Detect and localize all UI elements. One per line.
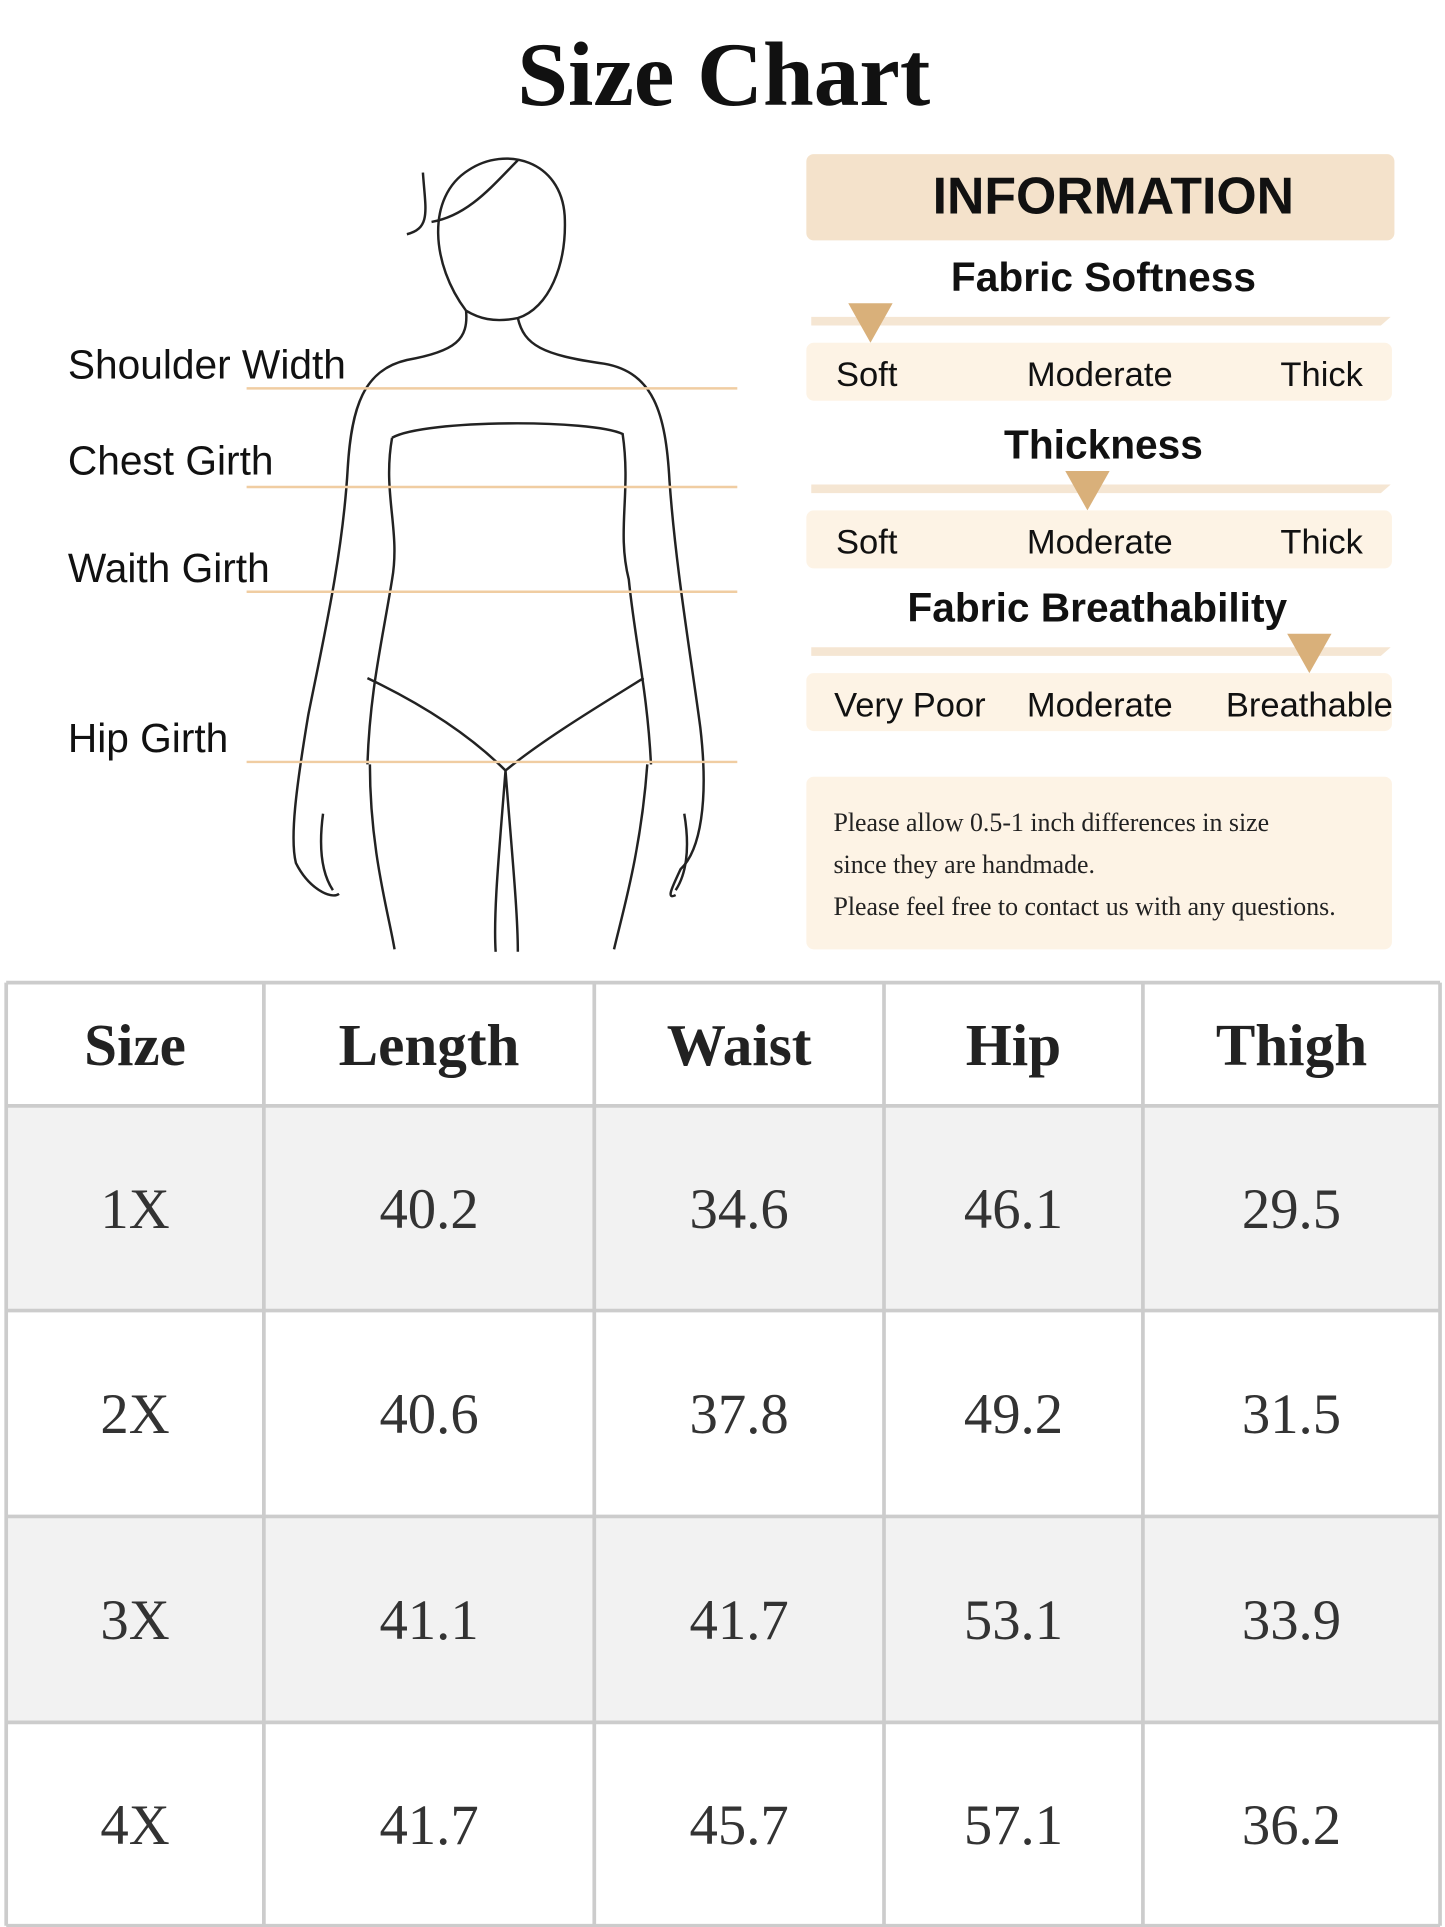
table-cell: 33.9 xyxy=(1242,1589,1341,1652)
table-cell: 46.1 xyxy=(964,1178,1063,1241)
column-header: Hip xyxy=(966,1012,1061,1078)
measure-label: Shoulder Width xyxy=(68,341,346,387)
table-cell: 41.1 xyxy=(379,1589,478,1652)
scale-title: Fabric Breathability xyxy=(907,584,1287,630)
table-cell: 31.5 xyxy=(1242,1383,1341,1446)
table-cell: 45.7 xyxy=(690,1794,789,1857)
body-figure xyxy=(292,157,705,952)
table-cell: 40.2 xyxy=(379,1178,478,1241)
table-cell: 36.2 xyxy=(1242,1794,1341,1857)
scale-label: Thick xyxy=(1280,356,1363,394)
info-header xyxy=(806,154,1395,241)
note-line: Please allow 0.5-1 inch differences in s… xyxy=(833,808,1269,837)
table-cell: 2X xyxy=(100,1383,169,1446)
scale-row xyxy=(806,342,1392,401)
scale-title: Thickness xyxy=(1004,422,1203,468)
table-cell: 37.8 xyxy=(690,1383,789,1446)
column-header: Size xyxy=(84,1012,186,1078)
title: Size Chart xyxy=(517,24,930,125)
note-line: since they are handmade. xyxy=(833,850,1095,879)
scale-marker xyxy=(1065,470,1110,511)
scale-label: Moderate xyxy=(1027,686,1173,724)
measure-label: Hip Girth xyxy=(68,715,228,761)
scale-label: Very Poor xyxy=(834,686,986,724)
scale-bar xyxy=(811,484,1391,494)
scale-title: Fabric Softness xyxy=(951,254,1256,300)
table-cell: 4X xyxy=(100,1794,169,1857)
scale-label: Moderate xyxy=(1027,356,1173,394)
size-table: Size Length Waist Hip Thigh 1X 40.2 34.6 46.1 29.… xyxy=(4,980,1442,1927)
row-bg xyxy=(6,1722,1441,1926)
table-cell: 49.2 xyxy=(964,1383,1063,1446)
table-cell: 41.7 xyxy=(379,1794,478,1857)
scale-label: Breathable xyxy=(1226,686,1393,724)
scale-label: Soft xyxy=(836,524,898,562)
table-cell: 41.7 xyxy=(690,1589,789,1652)
scale-label: Moderate xyxy=(1027,524,1173,562)
scale-row xyxy=(806,510,1392,569)
table-cell: 3X xyxy=(100,1589,169,1652)
scale-label: Soft xyxy=(836,356,898,394)
note-box xyxy=(806,776,1392,950)
column-header: Waist xyxy=(667,1012,812,1078)
table-cell: 53.1 xyxy=(964,1589,1063,1652)
scale-bar xyxy=(811,316,1391,326)
row-bg xyxy=(6,1516,1441,1723)
scale-marker xyxy=(1287,633,1332,674)
row-bg xyxy=(6,1310,1441,1517)
scale-row xyxy=(806,673,1392,732)
scale-label: Thick xyxy=(1280,524,1363,562)
row-bg xyxy=(6,1105,1441,1311)
table-cell: 1X xyxy=(100,1178,169,1241)
scale-bar xyxy=(811,647,1391,656)
table-cell: 57.1 xyxy=(964,1794,1063,1857)
table-cell: 34.6 xyxy=(690,1178,789,1241)
scale-marker xyxy=(848,303,893,343)
table-cell: 29.5 xyxy=(1242,1178,1341,1241)
table-cell: 40.6 xyxy=(379,1383,478,1446)
measure-label: Chest Girth xyxy=(68,438,274,484)
note-line: Please feel free to contact us with any … xyxy=(833,892,1335,921)
info-title: INFORMATION xyxy=(933,166,1294,224)
column-header: Thigh xyxy=(1216,1012,1367,1078)
measure-label: Waith Girth xyxy=(68,545,270,591)
column-header: Length xyxy=(339,1012,520,1078)
